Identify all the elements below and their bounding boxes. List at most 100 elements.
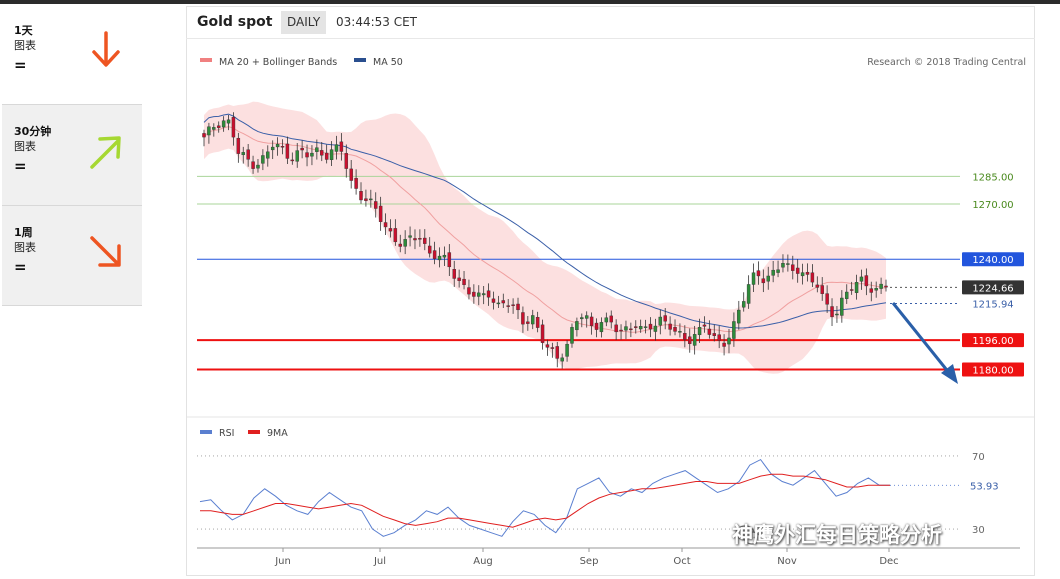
candle-body [251,161,255,169]
candle-body [697,327,702,336]
candle-body [275,143,280,148]
rsi-ma-legend-label: 9MA [267,428,288,439]
arrow-up-right-icon [90,136,121,169]
timeframe-sidebar: 1天 图表 = 30分钟 图表 = 1周 图表 = [0,4,142,306]
candle-body [344,153,349,169]
rsi-tick-label: 70 [972,452,985,463]
candle-body [624,326,628,331]
candle-body [781,263,785,268]
candle-body [540,324,545,343]
candle-body [658,316,663,326]
candle-body [295,150,299,162]
candle-body [393,228,398,243]
candle-body [800,272,805,277]
candle-body [648,323,653,330]
timeframe-1d[interactable]: 1天 图表 = [2,4,142,104]
candle-body [580,317,584,320]
rsi-ma-line [200,473,890,528]
ma50-legend-label: MA 50 [373,57,403,68]
candle-body [830,306,834,318]
candle-body [261,155,265,164]
candle-body [638,326,643,330]
timeframe-30m[interactable]: 30分钟 图表 = [2,105,142,205]
candle-body [369,198,373,201]
candle-body [398,243,402,247]
candle-body [845,291,849,299]
candle-body [560,357,564,362]
candle-body [570,327,574,344]
candle-body [599,322,604,333]
candle-body [604,317,609,323]
chart-frame [186,6,1035,576]
candle-body [202,133,206,138]
ma50-line [203,113,887,329]
timeframe-1w[interactable]: 1周 图表 = [2,206,142,306]
current-price-box [962,280,1024,295]
candle-body [486,290,491,298]
rsi-legend-swatch [200,430,212,434]
candle-body [506,305,510,307]
candle-body [290,159,295,162]
candle-body [589,316,594,326]
candle-body [496,302,501,305]
candle-body [702,324,707,327]
x-tick-label: Jul [373,556,386,567]
candle-body [815,284,820,288]
candle-body [221,120,226,128]
candle-body [678,331,682,333]
level-label-box [962,333,1024,348]
candle-body [501,300,506,304]
candle-body [825,293,829,305]
timeframe-title: 1周 [14,226,33,239]
timeframe-title: 30分钟 [14,125,52,138]
candle-body [550,347,555,349]
candle-body [315,147,319,152]
candle-body [207,126,211,136]
candle-body [629,328,633,331]
credit-text: Research © 2018 Trading Central [867,57,1026,68]
candle-body [849,289,854,291]
level-label-box [962,252,1024,267]
candle-body [791,264,795,271]
candle-body [879,283,883,289]
candle-body [864,275,869,287]
candle-body [432,250,437,259]
candle-body [447,252,452,268]
timeframe-subtitle: 图表 [14,140,36,153]
candle-body [226,119,231,124]
candle-body [584,315,589,319]
divider [2,205,142,206]
candle-body [771,269,775,276]
candle-body [737,309,741,324]
candle-body [634,326,638,328]
candle-body [285,143,290,159]
candle-body [324,152,329,160]
candle-body [231,117,236,138]
timeframe-subtitle: 图表 [14,241,36,254]
current-price-label: 1224.66 [972,283,1013,294]
candle-body [746,284,751,304]
signal-value: = [14,157,27,175]
candle-body [310,152,314,157]
level-label-box [962,362,1024,377]
candle-body [575,321,579,331]
arrow-down-right-icon [90,236,121,267]
candle-body [727,337,731,345]
candle-body [413,238,417,241]
candle-body [535,316,540,328]
period-badge[interactable]: DAILY [281,11,327,34]
candle-body [305,152,309,158]
candle-body [320,150,324,156]
candle-body [835,313,839,316]
candle-body [462,278,466,286]
level-label: 1196.00 [972,336,1013,347]
level-label-box [962,169,1024,184]
candle-body [810,272,815,283]
candle-body [423,237,427,244]
candle-body [477,292,481,297]
candle-body [511,304,515,306]
candle-body [614,324,618,333]
candle-body [373,201,378,209]
candle-body [216,125,221,128]
